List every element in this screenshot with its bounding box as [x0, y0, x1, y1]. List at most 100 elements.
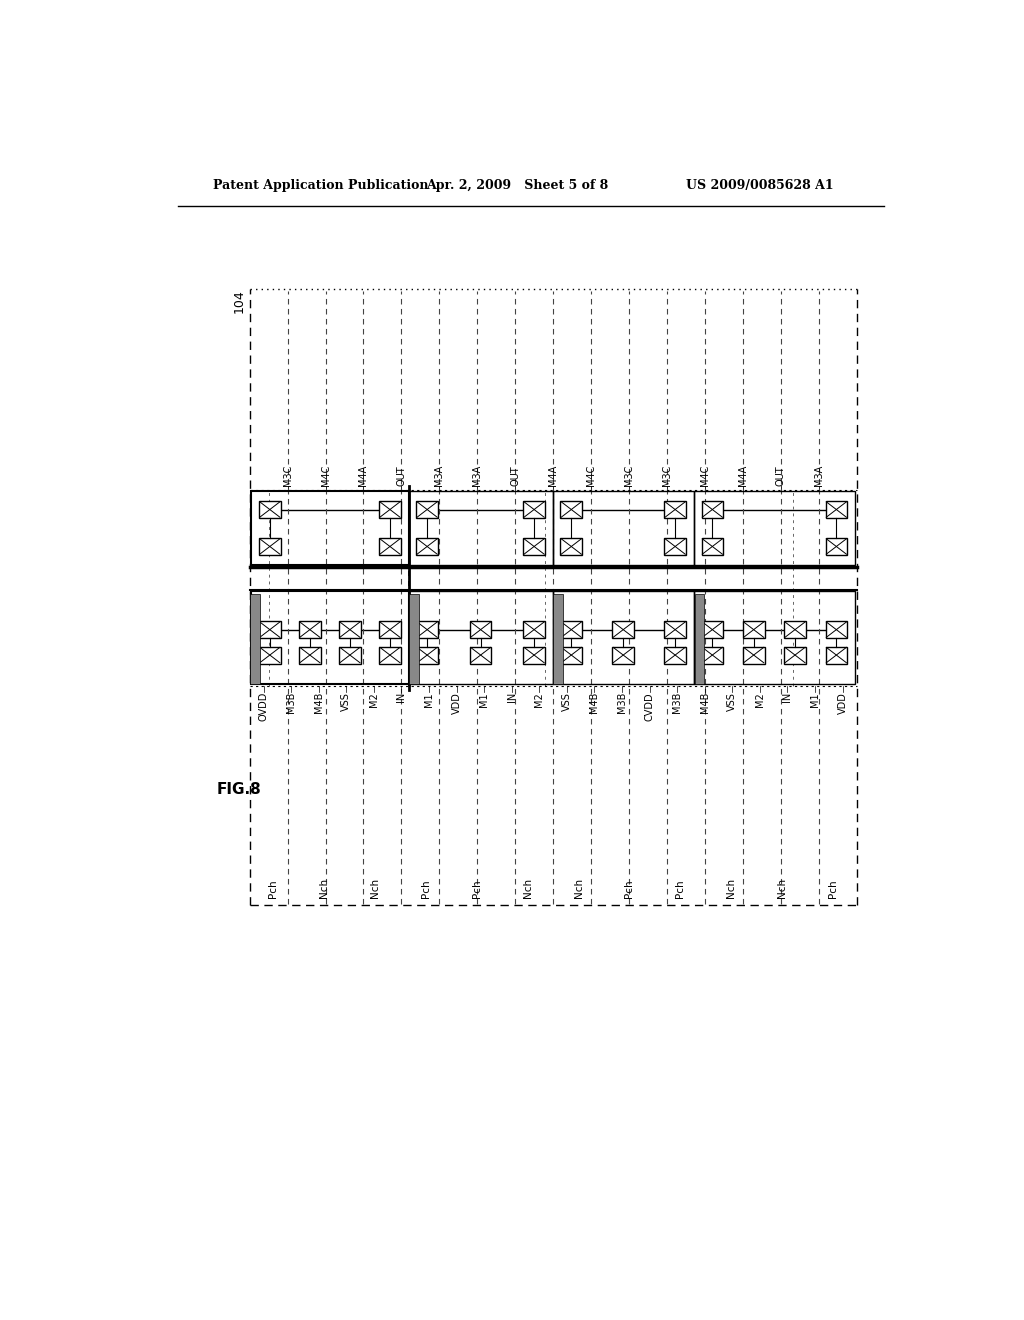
- Text: Nch: Nch: [777, 878, 787, 898]
- Bar: [379, 622, 400, 638]
- Bar: [665, 502, 686, 517]
- Text: M4B: M4B: [313, 692, 324, 713]
- Bar: [251, 491, 409, 565]
- Bar: [560, 622, 583, 638]
- Text: M3C: M3C: [624, 465, 634, 486]
- Bar: [553, 491, 693, 565]
- Bar: [339, 622, 360, 638]
- Text: M3B: M3B: [617, 692, 627, 713]
- Bar: [554, 594, 563, 684]
- Bar: [742, 647, 765, 664]
- Text: M3A: M3A: [472, 465, 482, 486]
- Bar: [825, 647, 847, 664]
- Text: M1: M1: [810, 692, 820, 706]
- Bar: [825, 502, 847, 517]
- Bar: [379, 539, 400, 554]
- Bar: [417, 539, 438, 554]
- Bar: [523, 539, 545, 554]
- Text: M4C: M4C: [699, 465, 710, 486]
- Bar: [523, 647, 545, 664]
- Bar: [701, 647, 723, 664]
- Bar: [693, 491, 855, 565]
- Text: Nch: Nch: [573, 878, 584, 898]
- Text: OUT: OUT: [510, 465, 520, 486]
- Bar: [825, 539, 847, 554]
- Text: OUT: OUT: [396, 465, 407, 486]
- Text: Nch: Nch: [726, 878, 736, 898]
- Bar: [693, 591, 855, 684]
- Text: OUT: OUT: [775, 465, 785, 486]
- Text: Pch: Pch: [421, 879, 431, 898]
- Text: M3B: M3B: [286, 692, 296, 713]
- Bar: [665, 539, 686, 554]
- Text: Pch: Pch: [828, 879, 839, 898]
- Text: Apr. 2, 2009   Sheet 5 of 8: Apr. 2, 2009 Sheet 5 of 8: [426, 180, 608, 193]
- Text: US 2009/0085628 A1: US 2009/0085628 A1: [686, 180, 834, 193]
- Bar: [470, 622, 492, 638]
- Text: M3A: M3A: [814, 465, 823, 486]
- Text: M4C: M4C: [321, 465, 331, 486]
- Bar: [409, 491, 553, 565]
- Bar: [299, 622, 321, 638]
- Bar: [409, 591, 553, 684]
- Bar: [299, 647, 321, 664]
- Text: FIG.8: FIG.8: [217, 783, 262, 797]
- Text: M1: M1: [424, 692, 434, 706]
- Text: M4B: M4B: [590, 692, 599, 713]
- Text: Pch: Pch: [625, 879, 635, 898]
- Bar: [553, 591, 693, 684]
- Text: 104: 104: [232, 289, 246, 313]
- Bar: [417, 502, 438, 517]
- Text: M3A: M3A: [434, 465, 444, 486]
- Text: OVDD: OVDD: [259, 692, 268, 722]
- Text: Pch: Pch: [472, 879, 481, 898]
- Bar: [523, 622, 545, 638]
- Bar: [784, 647, 806, 664]
- Text: M1: M1: [479, 692, 489, 706]
- Bar: [701, 502, 723, 517]
- Text: IN: IN: [507, 692, 517, 702]
- Text: VSS: VSS: [562, 692, 571, 711]
- Text: M4B: M4B: [699, 692, 710, 713]
- Text: M3C: M3C: [283, 465, 293, 486]
- Bar: [379, 647, 400, 664]
- Text: Nch: Nch: [522, 878, 532, 898]
- Bar: [259, 622, 281, 638]
- Bar: [701, 539, 723, 554]
- Text: Pch: Pch: [268, 879, 278, 898]
- Bar: [417, 622, 438, 638]
- Bar: [784, 622, 806, 638]
- Bar: [410, 594, 419, 684]
- Text: Pch: Pch: [676, 879, 685, 898]
- Bar: [612, 647, 634, 664]
- Bar: [742, 622, 765, 638]
- Bar: [560, 539, 583, 554]
- Bar: [665, 622, 686, 638]
- Bar: [523, 502, 545, 517]
- Bar: [612, 622, 634, 638]
- Text: M4A: M4A: [548, 465, 558, 486]
- Text: Patent Application Publication: Patent Application Publication: [213, 180, 429, 193]
- Bar: [825, 622, 847, 638]
- Bar: [251, 591, 409, 684]
- Text: M3B: M3B: [672, 692, 682, 713]
- Bar: [251, 594, 260, 684]
- Text: IN: IN: [396, 692, 407, 702]
- Text: VSS: VSS: [341, 692, 351, 711]
- Text: VDD: VDD: [838, 692, 848, 714]
- Bar: [259, 539, 281, 554]
- Text: Nch: Nch: [370, 878, 380, 898]
- Text: VSS: VSS: [727, 692, 737, 711]
- Bar: [339, 647, 360, 664]
- Text: M4A: M4A: [358, 465, 369, 486]
- Bar: [417, 647, 438, 664]
- Bar: [560, 647, 583, 664]
- Text: M4C: M4C: [586, 465, 596, 486]
- Bar: [560, 502, 583, 517]
- Text: IN: IN: [782, 692, 793, 702]
- Bar: [259, 647, 281, 664]
- Bar: [665, 647, 686, 664]
- Text: M2: M2: [369, 692, 379, 706]
- Text: M2: M2: [535, 692, 545, 706]
- Bar: [694, 594, 703, 684]
